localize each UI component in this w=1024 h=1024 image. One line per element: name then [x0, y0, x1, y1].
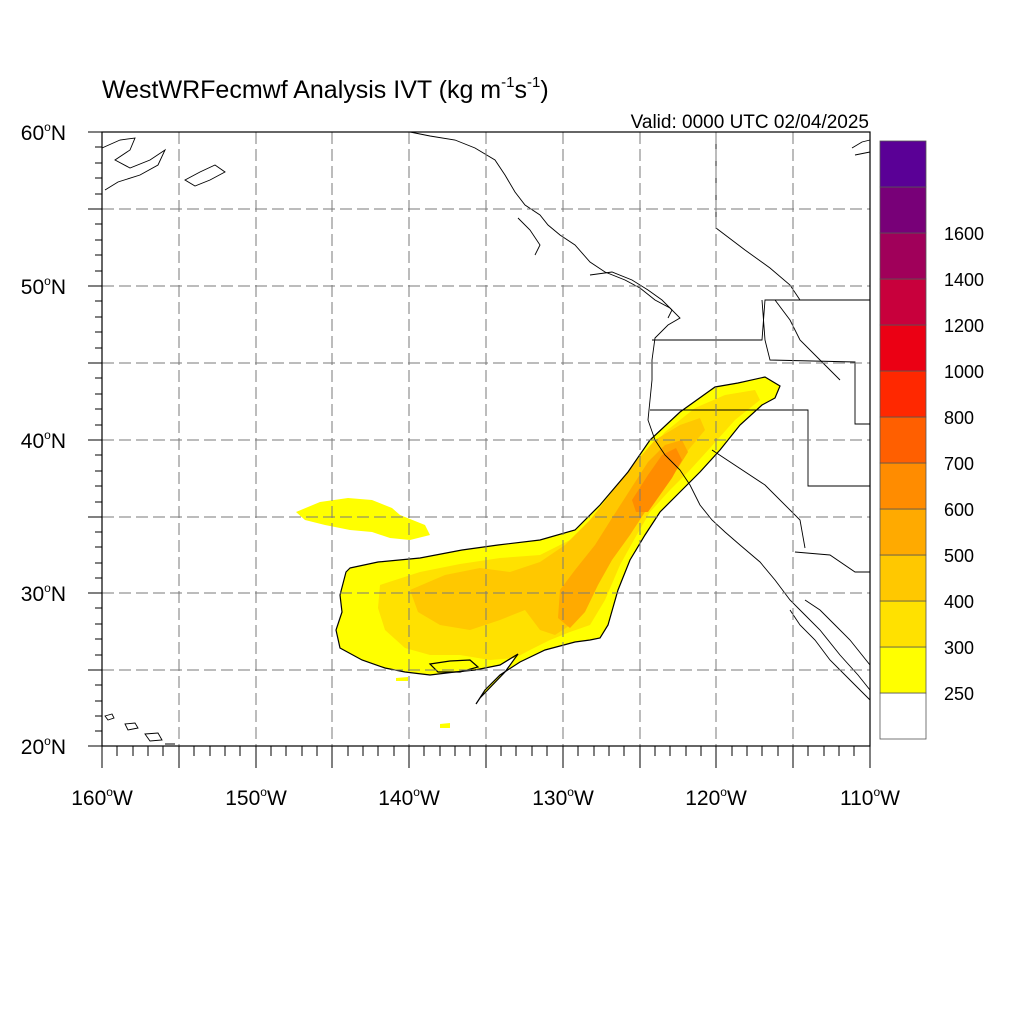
- colorbar-label: 1200: [944, 316, 984, 336]
- state-border: [650, 409, 870, 487]
- ivt-fill-250: [396, 677, 408, 681]
- colorbar-label: 400: [944, 592, 974, 612]
- lat-label: 30oN: [21, 581, 66, 606]
- lat-label: 20oN: [21, 734, 66, 759]
- latitude-labels: 60oN 50oN 40oN 30oN 20oN: [21, 120, 66, 759]
- ivt-contour-line: [428, 659, 480, 673]
- lon-label: 150oW: [225, 785, 287, 810]
- province-border: [774, 299, 841, 381]
- colorbar-label: 600: [944, 500, 974, 520]
- colorbar-swatch: [879, 462, 927, 510]
- state-border: [711, 449, 806, 549]
- colorbar-swatch: [879, 186, 927, 234]
- coastlines: [101, 131, 871, 745]
- colorbar-swatch: [879, 600, 927, 648]
- lon-label: 130oW: [532, 785, 594, 810]
- alaska-panhandle-coastline: [409, 131, 871, 691]
- colorbar-label: 250: [944, 684, 974, 704]
- alaska-coastline: [184, 164, 226, 187]
- lon-label: 110oW: [840, 785, 900, 810]
- axis-ticks: [88, 131, 871, 768]
- colorbar-label: 1000: [944, 362, 984, 382]
- bc-islands-coastline: [517, 217, 541, 256]
- lat-major-ticks: [88, 131, 102, 747]
- map-title: WestWRFecmwf Analysis IVT (kg m-1s-1): [102, 74, 549, 104]
- lon-minor-ticks: [116, 746, 855, 756]
- lat-label: 60oN: [21, 120, 66, 145]
- colorbar-label: 500: [944, 546, 974, 566]
- colorbar-swatch: [879, 554, 927, 602]
- colorbar-label: 700: [944, 454, 974, 474]
- ivt-contour-outlines: [335, 376, 781, 705]
- map-plot-area: [88, 131, 871, 768]
- colorbar-legend: 250 300 400 500 600 700 800 1000 1200 1400 1600: [879, 140, 984, 740]
- us-mexico-border: [794, 551, 870, 573]
- ivt-fill-250: [440, 723, 450, 728]
- graticule: [102, 132, 870, 746]
- ivt-contour-line: [335, 376, 781, 705]
- hawaii-coastline: [104, 713, 175, 745]
- longitude-labels: 160oW 150oW 140oW 130oW 120oW 110oW: [71, 785, 900, 810]
- colorbar-label: 300: [944, 638, 974, 658]
- lon-label: 120oW: [685, 785, 747, 810]
- colorbar-swatch: [879, 370, 927, 418]
- lat-label: 50oN: [21, 274, 66, 299]
- colorbar-swatch: [879, 324, 927, 372]
- colorbar-label: 1600: [944, 224, 984, 244]
- ivt-fill-250: [296, 498, 430, 540]
- ivt-fill-400: [410, 418, 705, 635]
- ivt-fill-600: [632, 448, 682, 512]
- baja-coastline: [789, 609, 871, 701]
- hudson-bay-coastline: [851, 139, 871, 156]
- colorbar-swatch: [879, 232, 927, 280]
- lon-label: 160oW: [71, 785, 133, 810]
- state-border: [761, 299, 870, 425]
- colorbar-swatch: [879, 278, 927, 326]
- ivt-fill-250: [430, 660, 478, 672]
- alaska-coastline: [101, 137, 167, 191]
- colorbar-swatch: [879, 416, 927, 464]
- bc-islands-coastline: [589, 271, 673, 319]
- lon-major-ticks: [101, 746, 871, 768]
- colorbar-label: 1400: [944, 270, 984, 290]
- lon-label: 140oW: [378, 785, 440, 810]
- colorbar-swatch: [879, 646, 927, 694]
- colorbar-swatch: [879, 140, 927, 188]
- colorbar-swatch: [879, 508, 927, 556]
- gulf-california-coastline: [804, 599, 871, 666]
- colorbar-swatch: [879, 692, 927, 740]
- lat-minor-ticks: [95, 146, 102, 732]
- valid-time-label: Valid: 0000 UTC 02/04/2025: [631, 112, 869, 133]
- colorbar-label: 800: [944, 408, 974, 428]
- lat-label: 40oN: [21, 428, 66, 453]
